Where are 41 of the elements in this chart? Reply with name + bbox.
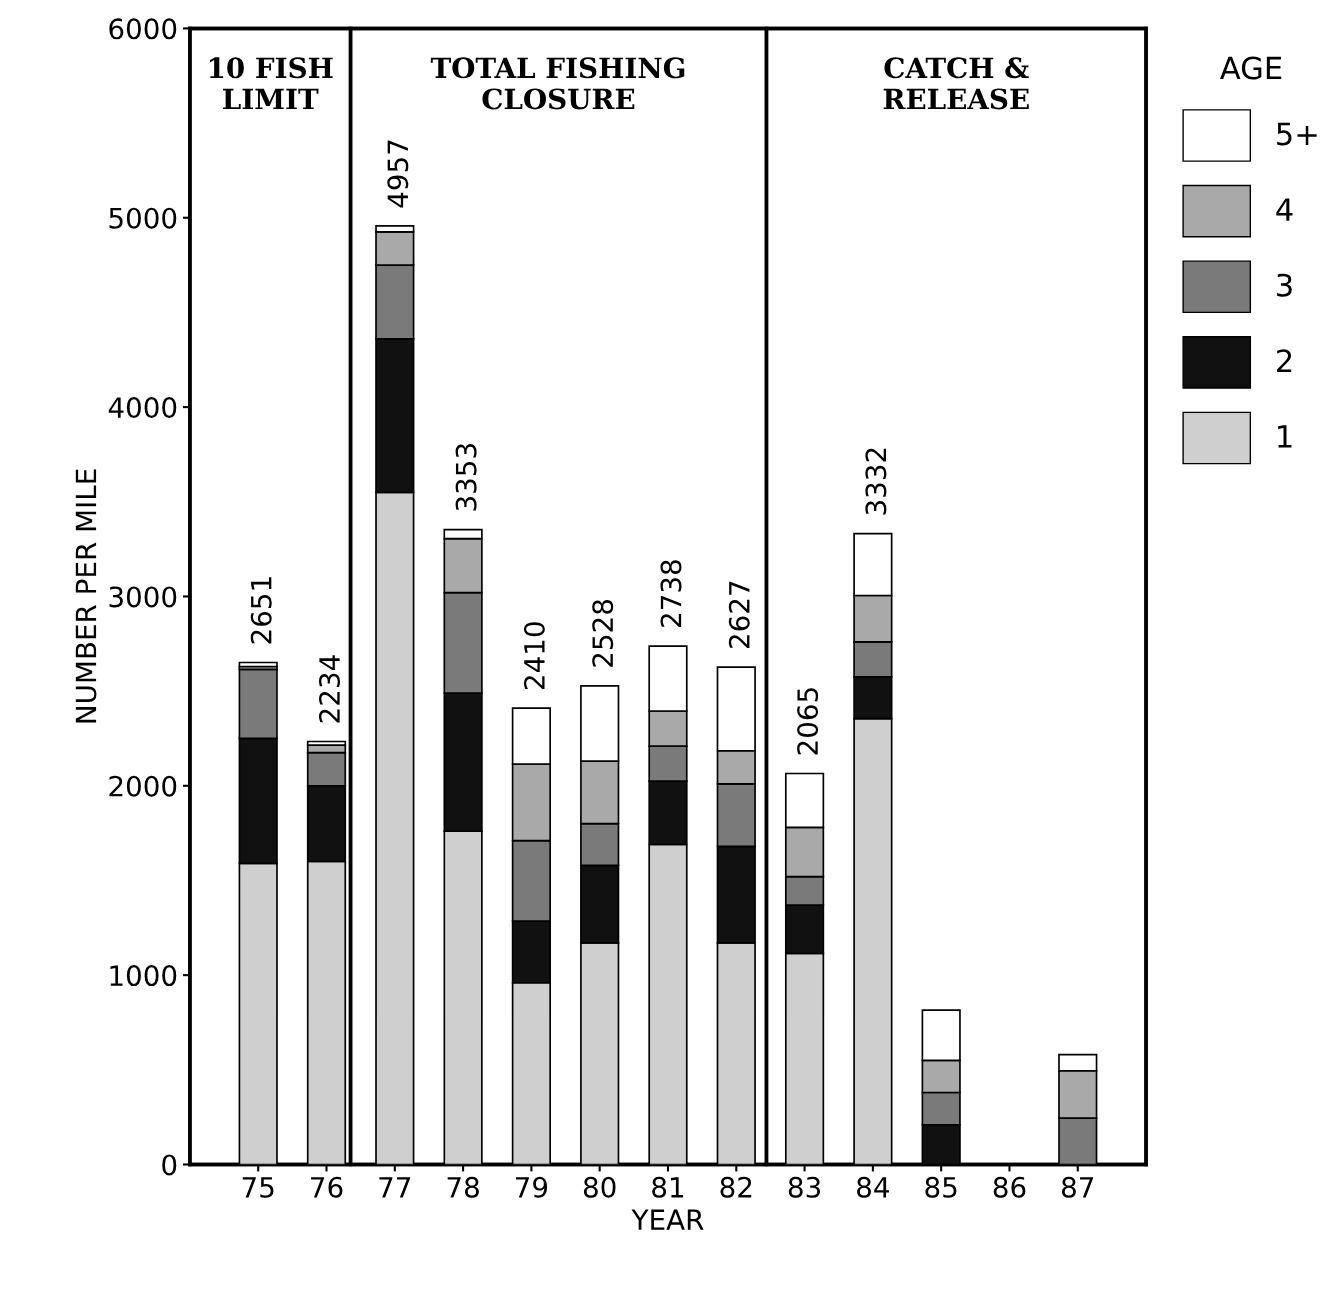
total-label: 4957 [387, 140, 409, 208]
total-label: 2627 [728, 581, 750, 648]
total-label: 3332 [865, 448, 887, 515]
legend-label: 2 [1277, 349, 1292, 372]
total-label: 3353 [455, 444, 477, 511]
x-tick-label: 75 [242, 1177, 274, 1198]
x-tick-label: 86 [993, 1176, 1026, 1198]
y-tick-label: 3000 [109, 586, 177, 608]
annotation: TOTAL FISHING CLOSURE [430, 57, 685, 110]
y-tick-label: 6000 [109, 18, 177, 40]
y-tick-label: 1000 [110, 965, 177, 987]
x-tick-label: 76 [311, 1176, 343, 1198]
y-tick-label: 5000 [109, 207, 177, 229]
legend-label: 5+ [1277, 122, 1317, 146]
x-tick-label: 77 [379, 1177, 411, 1198]
total-label: 2410 [523, 622, 545, 690]
x-axis-title: YEAR [631, 1209, 704, 1230]
x-tick-label: 79 [515, 1176, 548, 1198]
total-label: 2738 [660, 560, 682, 627]
x-tick-label: 81 [652, 1176, 684, 1198]
legend-label: 1 [1278, 425, 1292, 448]
x-tick-label: 87 [1061, 1176, 1094, 1198]
y-tick-label: 2000 [109, 775, 177, 797]
x-tick-label: 85 [925, 1176, 957, 1198]
legend-label: 3 [1277, 273, 1292, 297]
x-tick-label: 80 [583, 1176, 616, 1198]
x-tick-label: 84 [857, 1176, 889, 1198]
y-tick-label: 4000 [108, 397, 177, 419]
total-label: 2528 [592, 599, 614, 667]
x-tick-label: 78 [447, 1176, 479, 1198]
total-label: 2651 [250, 577, 272, 644]
legend-label: 4 [1276, 198, 1293, 221]
annotation: 10 FISH LIMIT [209, 57, 333, 110]
total-label: 2065 [797, 688, 819, 755]
y-axis-title: NUMBER PER MILE [75, 469, 97, 723]
legend-title: AGE [1220, 56, 1282, 80]
x-tick-label: 83 [788, 1176, 821, 1198]
x-tick-label: 82 [720, 1176, 752, 1198]
annotation: CATCH & RELEASE [883, 57, 1029, 110]
y-tick-label: 0 [162, 1154, 177, 1176]
total-label: 2234 [319, 655, 341, 723]
